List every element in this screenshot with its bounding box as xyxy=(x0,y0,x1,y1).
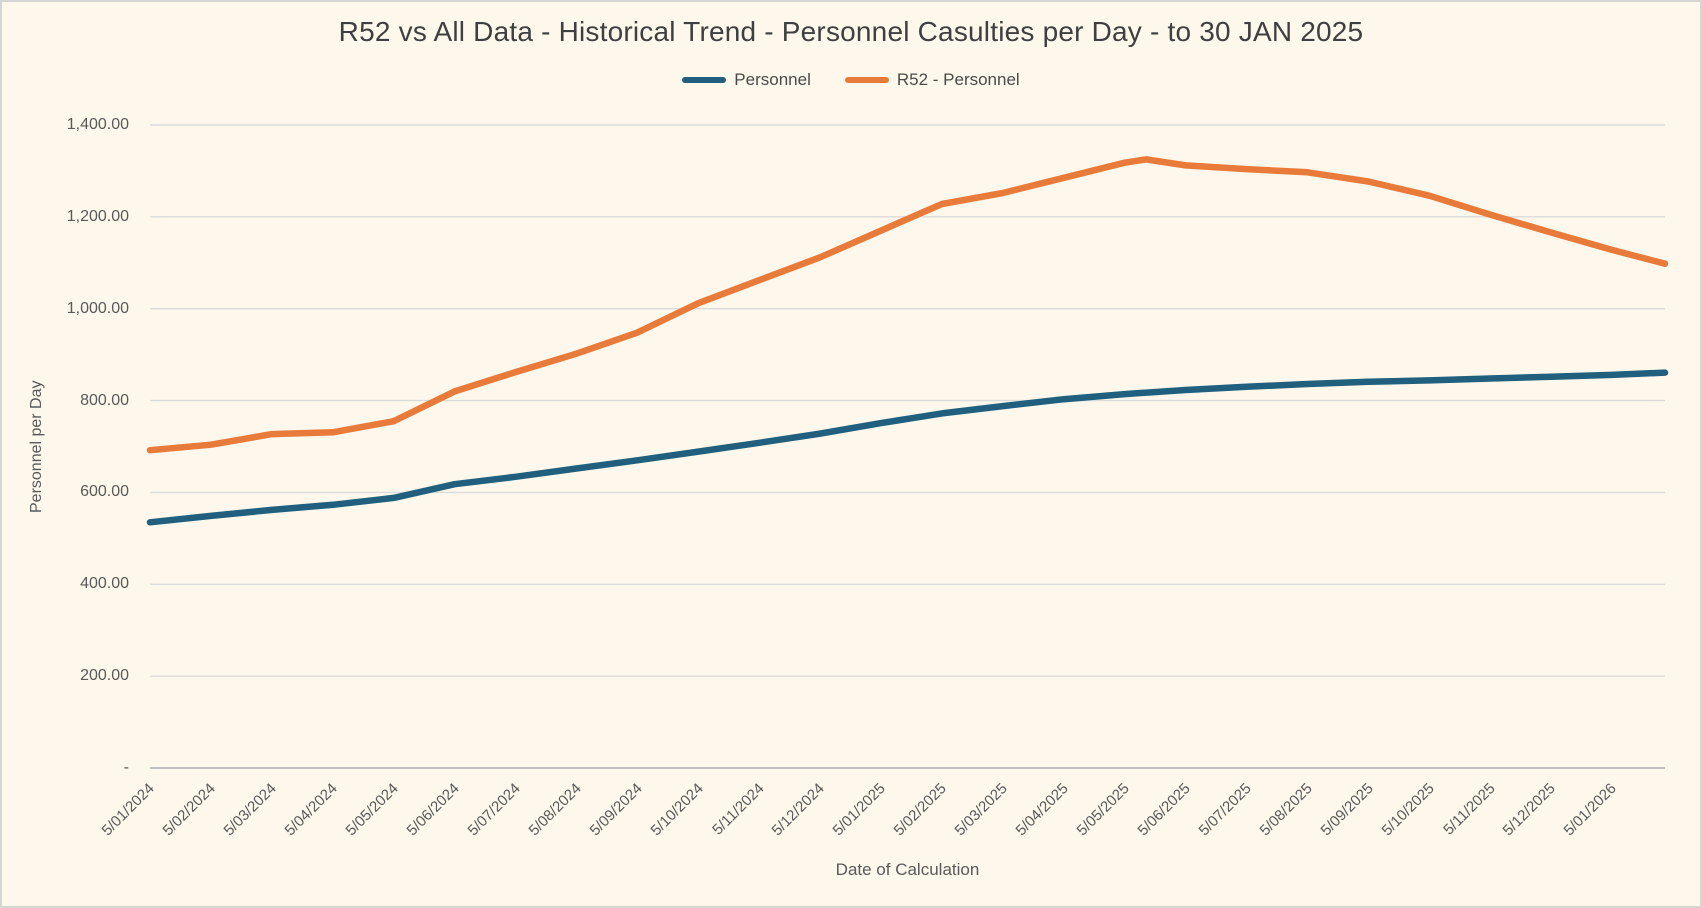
series-line-r52-personnel xyxy=(146,156,1669,454)
chart-title: R52 vs All Data - Historical Trend - Per… xyxy=(338,16,1364,47)
y-tick-label: 200.00 xyxy=(80,667,129,685)
legend-label-r52-personnel: R52 - Personnel xyxy=(896,70,1020,89)
legend-label-personnel: Personnel xyxy=(734,70,811,89)
series-line-personnel xyxy=(146,369,1669,526)
y-tick-label: - xyxy=(123,759,129,776)
legend-swatch-personnel-icon xyxy=(682,77,727,83)
y-tick-label: 600.00 xyxy=(80,483,129,501)
legend-item-personnel: Personnel xyxy=(682,70,811,90)
legend-swatch-r52-personnel-icon xyxy=(844,77,889,83)
y-tick-label: 1,000.00 xyxy=(66,299,129,317)
y-tick-label: 400.00 xyxy=(80,575,129,593)
x-axis-title: Date of Calculation xyxy=(835,860,980,879)
y-tick-label: 1,200.00 xyxy=(66,207,129,225)
y-axis-title: Personnel per Day xyxy=(28,380,45,513)
legend-item-r52-personnel: R52 - Personnel xyxy=(844,70,1020,90)
legend: Personnel R52 - Personnel xyxy=(2,70,1700,90)
y-tick-label: 800.00 xyxy=(80,391,129,409)
y-tick-label: 1,400.00 xyxy=(66,116,129,133)
